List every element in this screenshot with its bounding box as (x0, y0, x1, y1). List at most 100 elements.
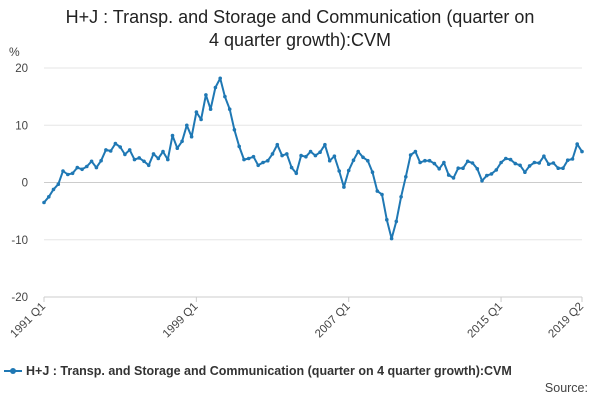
data-point (75, 165, 80, 170)
data-point (551, 161, 556, 165)
data-point (351, 158, 356, 162)
data-point (51, 187, 56, 192)
data-point (542, 154, 546, 158)
data-point (104, 148, 108, 152)
data-point (518, 163, 522, 168)
data-point (565, 158, 570, 162)
data-point (94, 165, 99, 170)
series-line (43, 77, 583, 240)
data-point (418, 160, 422, 165)
data-point (532, 160, 537, 165)
data-point (461, 166, 465, 170)
data-point (170, 133, 175, 138)
data-point (304, 154, 308, 159)
data-point (399, 195, 403, 199)
data-point (561, 166, 565, 170)
data-point (237, 144, 241, 149)
data-point (204, 93, 208, 97)
data-point (123, 152, 127, 157)
data-point (432, 161, 437, 166)
chart-title-line-2: 4 quarter growth):CVM (208, 30, 392, 50)
y-tick-label: 20 (15, 63, 28, 75)
source-label: Source: (544, 381, 588, 395)
data-point (156, 156, 161, 161)
x-tick-label: 1991 Q1 (8, 301, 48, 341)
legend-series-label: H+J : Transp. and Storage and Communicat… (26, 364, 512, 378)
data-point (423, 158, 427, 163)
data-point (508, 157, 513, 162)
legend-line-marker-icon (4, 366, 22, 376)
data-point (66, 172, 70, 177)
data-point (456, 166, 461, 170)
data-point (575, 142, 579, 146)
data-point (499, 160, 503, 165)
data-point (527, 164, 532, 168)
data-point (85, 164, 89, 169)
data-point (485, 173, 489, 178)
data-point (294, 171, 299, 176)
data-point (375, 189, 380, 193)
data-point (513, 161, 518, 166)
data-point (127, 148, 132, 152)
data-point (242, 157, 246, 162)
data-point (385, 217, 389, 222)
data-point (137, 156, 141, 160)
data-point (142, 159, 146, 164)
data-point (80, 167, 84, 172)
data-point (289, 165, 294, 170)
x-tick-label: 2015 Q1 (465, 301, 505, 341)
data-point (232, 128, 237, 132)
chart-title: H+J : Transp. and Storage and Communicat… (0, 6, 600, 52)
data-point (451, 176, 456, 180)
data-point (61, 169, 65, 173)
data-point (42, 200, 46, 205)
data-point (427, 158, 432, 163)
data-point (366, 158, 370, 163)
data-point (523, 170, 527, 174)
data-point (318, 150, 322, 154)
data-point (380, 192, 384, 197)
data-point (199, 117, 203, 122)
data-point (480, 179, 484, 183)
data-point (185, 123, 189, 128)
data-point (337, 169, 342, 173)
data-point (356, 149, 361, 154)
data-point (446, 173, 451, 177)
data-point (442, 160, 446, 165)
chart-title-line-1: H+J : Transp. and Storage and Communicat… (65, 7, 535, 27)
data-point (146, 163, 151, 168)
data-point (113, 141, 118, 146)
data-point (223, 94, 227, 99)
data-point (70, 171, 75, 176)
data-point (327, 158, 332, 163)
data-point (266, 158, 270, 163)
data-point (580, 149, 584, 154)
data-point (404, 175, 408, 179)
data-point (47, 195, 51, 199)
data-point (299, 153, 303, 158)
data-point (556, 166, 560, 170)
data-point (218, 76, 222, 81)
data-point (251, 154, 256, 159)
data-point (270, 152, 275, 156)
y-tick-label: -10 (11, 235, 28, 247)
data-point (323, 142, 327, 147)
y-tick-label: 10 (15, 120, 28, 132)
data-point (342, 185, 346, 189)
data-point (285, 152, 289, 156)
data-point (389, 236, 394, 241)
data-point (194, 110, 199, 114)
data-point (275, 142, 280, 147)
data-point (108, 149, 113, 153)
data-point (346, 168, 351, 173)
data-point (227, 107, 232, 111)
data-point (470, 161, 475, 165)
data-point (175, 146, 180, 150)
data-point (261, 160, 265, 165)
y-tick-label: -20 (11, 292, 28, 304)
data-point (361, 155, 365, 160)
data-point (370, 170, 375, 174)
data-point (151, 152, 156, 156)
data-point (213, 85, 218, 90)
